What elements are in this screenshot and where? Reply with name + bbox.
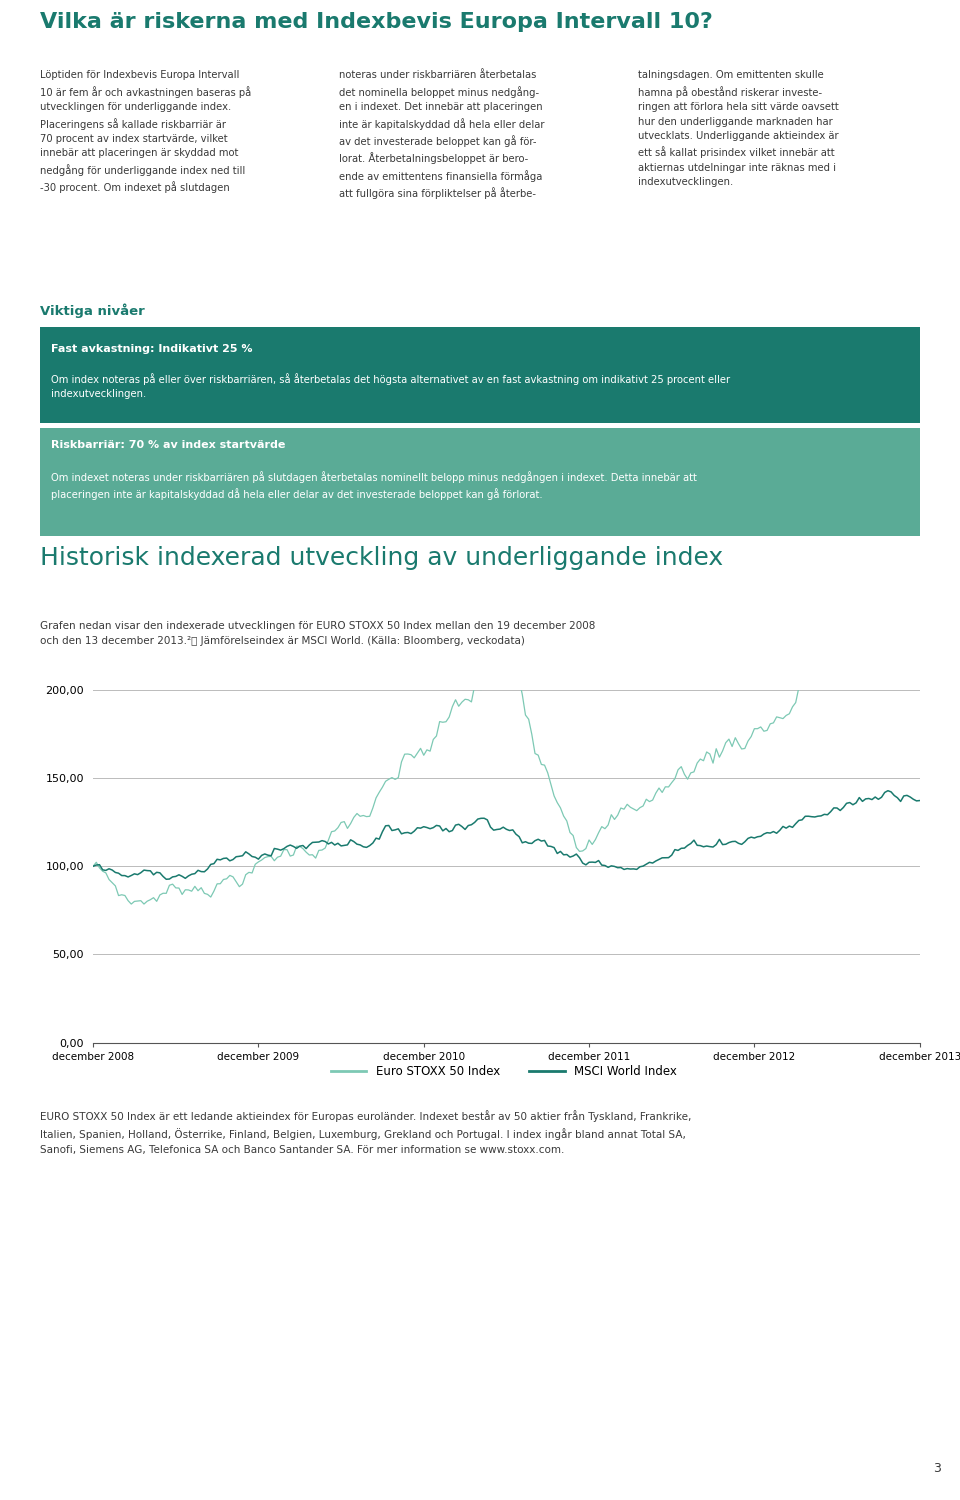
- Text: noteras under riskbarriären återbetalas
det nominella beloppet minus nedgång-
en: noteras under riskbarriären återbetalas …: [339, 70, 544, 200]
- Text: Riskbarriär: 70 % av index startvärde: Riskbarriär: 70 % av index startvärde: [51, 441, 285, 450]
- Text: 3: 3: [933, 1462, 941, 1474]
- Text: Om index noteras på eller över riskbarriären, så återbetalas det högsta alternat: Om index noteras på eller över riskbarri…: [51, 374, 730, 399]
- Text: Historisk indexerad utveckling av underliggande index: Historisk indexerad utveckling av underl…: [40, 546, 724, 570]
- Text: Fast avkastning: Indikativt 25 %: Fast avkastning: Indikativt 25 %: [51, 345, 252, 354]
- Text: Löptiden för Indexbevis Europa Intervall
10 är fem år och avkastningen baseras p: Löptiden för Indexbevis Europa Intervall…: [40, 70, 252, 194]
- Text: Om indexet noteras under riskbarriären på slutdagen återbetalas nominellt belopp: Om indexet noteras under riskbarriären p…: [51, 471, 697, 500]
- Legend: Euro STOXX 50 Index, MSCI World Index: Euro STOXX 50 Index, MSCI World Index: [326, 1060, 682, 1083]
- Text: EURO STOXX 50 Index är ett ledande aktieindex för Europas euroländer. Indexet be: EURO STOXX 50 Index är ett ledande aktie…: [40, 1110, 692, 1155]
- Text: Grafen nedan visar den indexerade utvecklingen för EURO STOXX 50 Index mellan de: Grafen nedan visar den indexerade utveck…: [40, 621, 596, 646]
- Text: talningsdagen. Om emittenten skulle
hamna på obestånd riskerar investe-
ringen a: talningsdagen. Om emittenten skulle hamn…: [638, 70, 839, 188]
- Text: Vilka är riskerna med Indexbevis Europa Intervall 10?: Vilka är riskerna med Indexbevis Europa …: [40, 12, 713, 32]
- Text: Viktiga nivåer: Viktiga nivåer: [40, 303, 145, 318]
